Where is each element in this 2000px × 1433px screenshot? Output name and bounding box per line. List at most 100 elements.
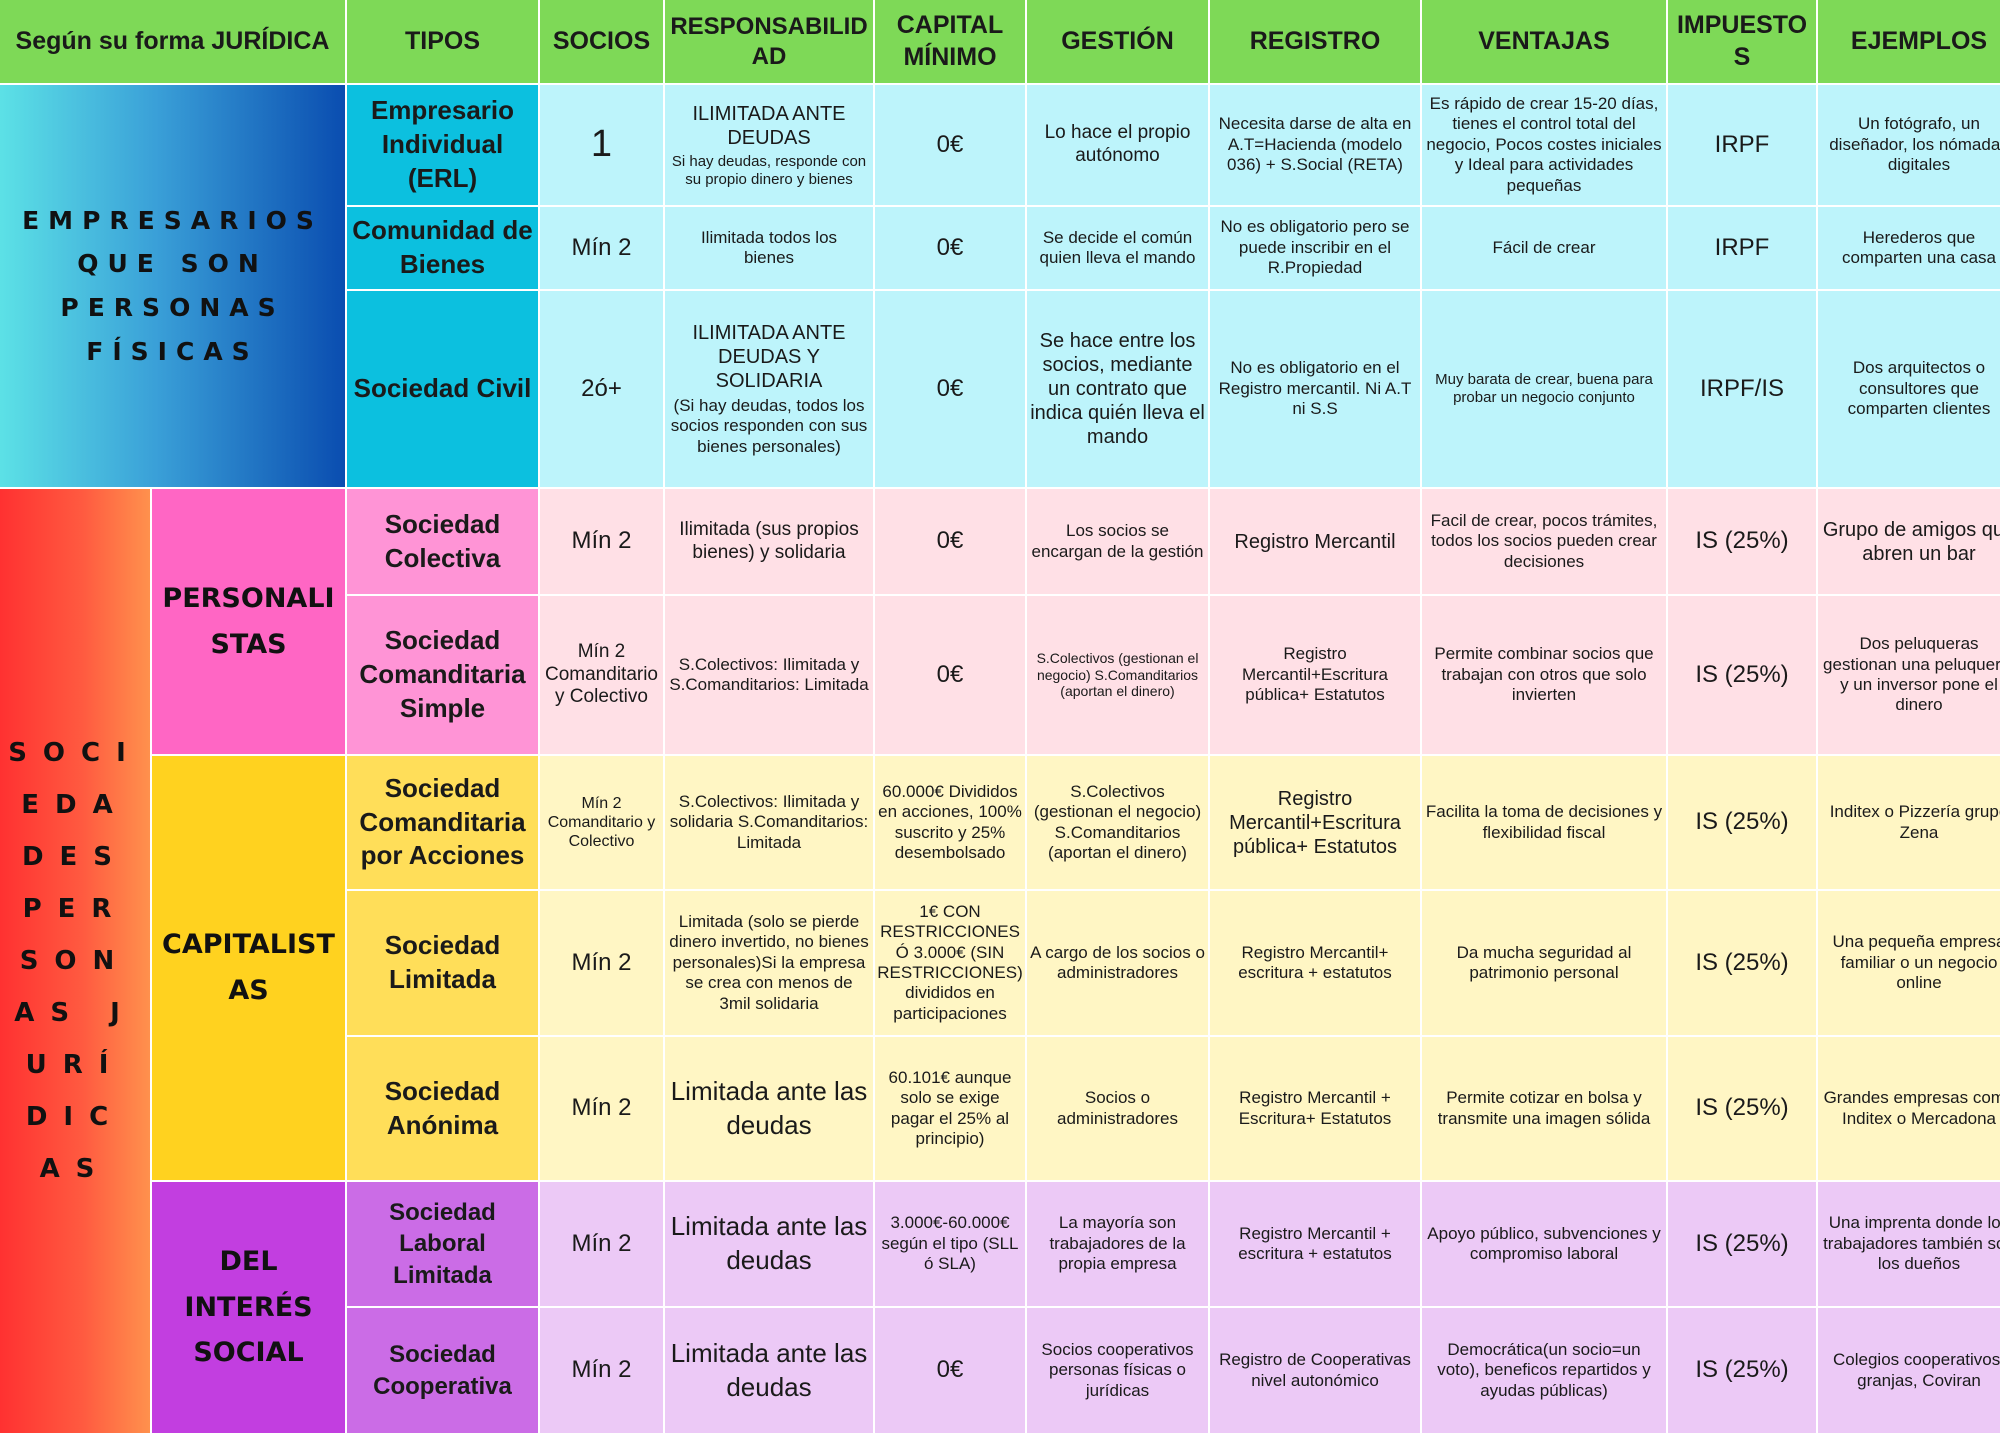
ejemplos-cell: Dos peluqueras gestionan una peluquería … <box>1818 596 2000 754</box>
subgroup-capitalistas: CAPITALISTAS <box>152 756 345 1180</box>
ejemplos-cell: Grupo de amigos que abren un bar <box>1818 489 2000 594</box>
ejemplos-cell: Colegios cooperativos, granjas, Coviran <box>1818 1308 2000 1433</box>
responsabilidad-cell: Ilimitada todos los bienes <box>665 207 873 289</box>
gestion-cell: Se decide el común quien lleva el mando <box>1027 207 1208 289</box>
tipo-cell: Comunidad de Bienes <box>347 207 538 289</box>
header-ejemplos: EJEMPLOS <box>1818 0 2000 83</box>
impuestos-cell: IS (25%) <box>1668 1037 1816 1180</box>
capital-cell: 1€ CON RESTRICCIONES Ó 3.000€ (SIN RESTR… <box>875 891 1025 1035</box>
socios-cell: Mín 2 <box>540 1182 663 1306</box>
capital-cell: 0€ <box>875 596 1025 754</box>
responsabilidad-cell: ILIMITADA ANTE DEUDAS Y SOLIDARIA (Si ha… <box>665 291 873 487</box>
capital-cell: 60.000€ Divididos en acciones, 100% susc… <box>875 756 1025 889</box>
ejemplos-cell: Dos arquitectos o consultores que compar… <box>1818 291 2000 487</box>
ejemplos-cell: Herederos que comparten una casa <box>1818 207 2000 289</box>
tipo-cell: Sociedad Colectiva <box>347 489 538 594</box>
impuestos-cell: IRPF <box>1668 207 1816 289</box>
tipo-cell: Sociedad Civil <box>347 291 538 487</box>
responsabilidad-cell: Limitada ante las deudas <box>665 1182 873 1306</box>
registro-cell: Registro Mercantil + Escritura+ Estatuto… <box>1210 1037 1420 1180</box>
header-registro: REGISTRO <box>1210 0 1420 83</box>
responsabilidad-text: ILIMITADA ANTE DEUDAS Y SOLIDARIA <box>692 321 846 392</box>
socios-cell: Mín 2 <box>540 1308 663 1433</box>
tipo-cell: Empresario Individual (ERL) <box>347 85 538 205</box>
header-socios: SOCIOS <box>540 0 663 83</box>
responsabilidad-note: Si hay deudas, responde con su propio di… <box>671 152 867 188</box>
gestion-cell: La mayoría son trabajadores de la propia… <box>1027 1182 1208 1306</box>
ventajas-cell: Democrática(un socio=un voto), beneficos… <box>1422 1308 1666 1433</box>
gestion-cell: S.Colectivos (gestionan el negocio) S.Co… <box>1027 756 1208 889</box>
tipo-cell: Sociedad Cooperativa <box>347 1308 538 1433</box>
ventajas-cell: Es rápido de crear 15-20 días, tienes el… <box>1422 85 1666 205</box>
socios-cell: Mín 2 Comanditario y Colectivo <box>540 756 663 889</box>
gestion-cell: Lo hace el propio autónomo <box>1027 85 1208 205</box>
tipo-cell: Sociedad Laboral Limitada <box>347 1182 538 1306</box>
registro-cell: Registro Mercantil+ escritura + estatuto… <box>1210 891 1420 1035</box>
capital-cell: 3.000€-60.000€ según el tipo (SLL ó SLA) <box>875 1182 1025 1306</box>
ventajas-cell: Da mucha seguridad al patrimonio persona… <box>1422 891 1666 1035</box>
tipo-cell: Sociedad Comanditaria por Acciones <box>347 756 538 889</box>
impuestos-cell: IS (25%) <box>1668 596 1816 754</box>
responsabilidad-cell: Limitada (solo se pierde dinero invertid… <box>665 891 873 1035</box>
registro-cell: Registro Mercantil+Escritura pública+ Es… <box>1210 756 1420 889</box>
header-forma-juridica: Según su forma JURÍDICA <box>0 0 345 83</box>
socios-cell: Mín 2 <box>540 207 663 289</box>
socios-cell: 1 <box>540 85 663 205</box>
header-tipos: TIPOS <box>347 0 538 83</box>
registro-cell: Registro de Cooperativas nivel autonómic… <box>1210 1308 1420 1433</box>
responsabilidad-cell: Limitada ante las deudas <box>665 1037 873 1180</box>
group-personas-juridicas: SOCIEDADES PERSONAS JURÍDICAS <box>0 489 150 1433</box>
tipo-cell: Sociedad Anónima <box>347 1037 538 1180</box>
impuestos-cell: IS (25%) <box>1668 489 1816 594</box>
responsabilidad-cell: S.Colectivos: Ilimitada y S.Comanditario… <box>665 596 873 754</box>
socios-cell: Mín 2 <box>540 1037 663 1180</box>
registro-cell: Registro Mercantil + escritura + estatut… <box>1210 1182 1420 1306</box>
ejemplos-cell: Una imprenta donde los trabajadores tamb… <box>1818 1182 2000 1306</box>
impuestos-cell: IS (25%) <box>1668 1182 1816 1306</box>
capital-cell: 0€ <box>875 1308 1025 1433</box>
gestion-cell: Los socios se encargan de la gestión <box>1027 489 1208 594</box>
ventajas-cell: Fácil de crear <box>1422 207 1666 289</box>
tipo-cell: Sociedad Limitada <box>347 891 538 1035</box>
socios-cell: Mín 2 Comanditario y Colectivo <box>540 596 663 754</box>
ventajas-cell: Permite cotizar en bolsa y transmite una… <box>1422 1037 1666 1180</box>
header-impuestos: IMPUESTOS <box>1668 0 1816 83</box>
header-ventajas: VENTAJAS <box>1422 0 1666 83</box>
gestion-cell: Se hace entre los socios, mediante un co… <box>1027 291 1208 487</box>
registro-cell: No es obligatorio pero se puede inscribi… <box>1210 207 1420 289</box>
responsabilidad-cell: S.Colectivos: Ilimitada y solidaria S.Co… <box>665 756 873 889</box>
impuestos-cell: IS (25%) <box>1668 756 1816 889</box>
gestion-cell: A cargo de los socios o administradores <box>1027 891 1208 1035</box>
registro-cell: No es obligatorio en el Registro mercant… <box>1210 291 1420 487</box>
socios-cell: Mín 2 <box>540 489 663 594</box>
responsabilidad-text: ILIMITADA ANTE DEUDAS <box>692 102 846 149</box>
capital-cell: 0€ <box>875 291 1025 487</box>
ventajas-cell: Permite combinar socios que trabajan con… <box>1422 596 1666 754</box>
capital-cell: 0€ <box>875 489 1025 594</box>
header-responsabilidad: RESPONSABILIDAD <box>665 0 873 83</box>
registro-cell: Necesita darse de alta en A.T=Hacienda (… <box>1210 85 1420 205</box>
ventajas-cell: Facilita la toma de decisiones y flexibi… <box>1422 756 1666 889</box>
impuestos-cell: IS (25%) <box>1668 1308 1816 1433</box>
header-gestion: GESTIÓN <box>1027 0 1208 83</box>
subgroup-personalistas: PERSONALISTAS <box>152 489 345 754</box>
capital-cell: 0€ <box>875 207 1025 289</box>
responsabilidad-cell: Limitada ante las deudas <box>665 1308 873 1433</box>
gestion-cell: Socios cooperativos personas físicas o j… <box>1027 1308 1208 1433</box>
ejemplos-cell: Un fotógrafo, un diseñador, los nómadas … <box>1818 85 2000 205</box>
gestion-cell: S.Colectivos (gestionan el negocio) S.Co… <box>1027 596 1208 754</box>
group-personas-fisicas: EMPRESARIOS QUE SON PERSONAS FÍSICAS <box>0 85 345 487</box>
responsabilidad-cell: Ilimitada (sus propios bienes) y solidar… <box>665 489 873 594</box>
responsabilidad-cell: ILIMITADA ANTE DEUDAS Si hay deudas, res… <box>665 85 873 205</box>
ejemplos-cell: Grandes empresas como Inditex o Mercadon… <box>1818 1037 2000 1180</box>
impuestos-cell: IRPF/IS <box>1668 291 1816 487</box>
ventajas-cell: Apoyo público, subvenciones y compromiso… <box>1422 1182 1666 1306</box>
socios-cell: Mín 2 <box>540 891 663 1035</box>
capital-cell: 60.101€ aunque solo se exige pagar el 25… <box>875 1037 1025 1180</box>
capital-cell: 0€ <box>875 85 1025 205</box>
responsabilidad-note: (Si hay deudas, todos los socios respond… <box>670 395 868 456</box>
gestion-cell: Socios o administradores <box>1027 1037 1208 1180</box>
subgroup-interes-social: DEL INTERÉS SOCIAL <box>152 1182 345 1433</box>
impuestos-cell: IRPF <box>1668 85 1816 205</box>
